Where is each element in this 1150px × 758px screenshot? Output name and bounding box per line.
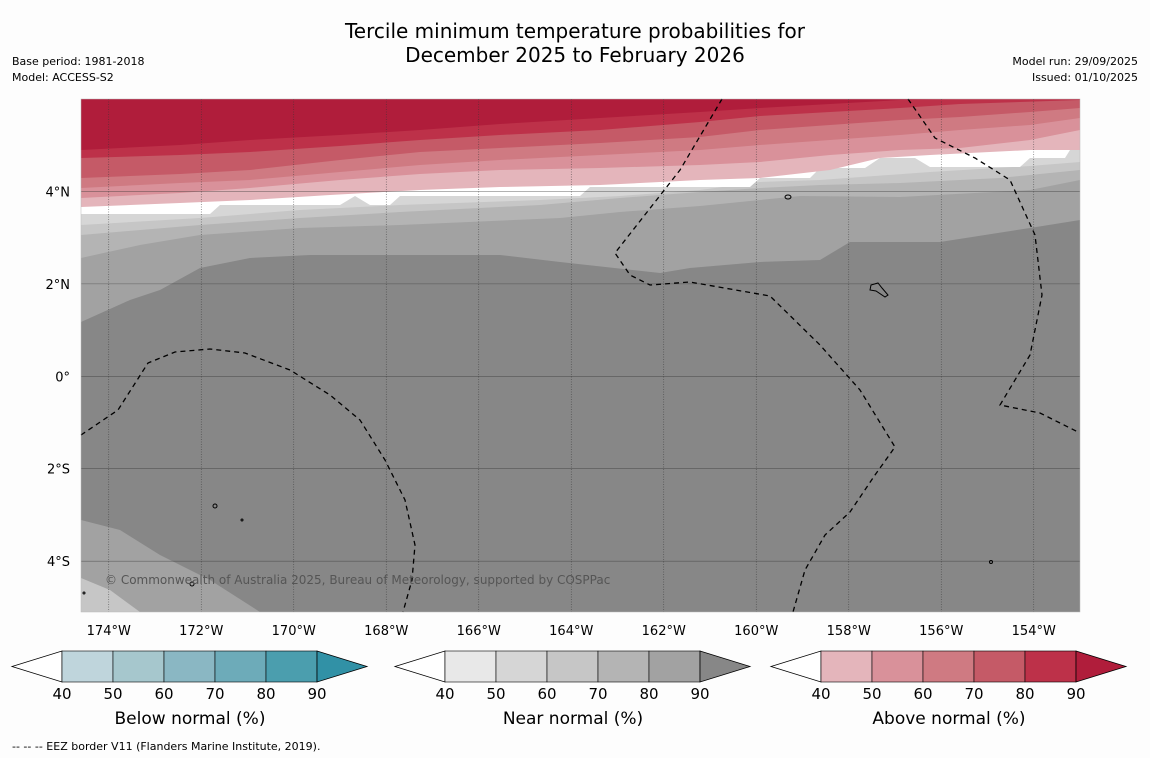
x-axis-ticks: 174°W 172°W 170°W 168°W 166°W 164°W 162°W 160°W… xyxy=(87,624,1056,639)
above-colorbar-segment xyxy=(973,650,1026,683)
below-colorbar-segment xyxy=(112,650,165,683)
near-colorbar-lower-triangle xyxy=(393,650,446,683)
title-line-2: December 2025 to February 2026 xyxy=(405,43,745,67)
below-colorbar-upper-triangle xyxy=(316,650,369,683)
x-tick-label: 170°W xyxy=(272,624,316,639)
below-colorbar-tick: 90 xyxy=(307,685,326,703)
x-tick-label: 174°W xyxy=(87,624,131,639)
near-colorbar-tick: 50 xyxy=(486,685,505,703)
eez-border-central xyxy=(614,98,896,613)
near-colorbar-segment xyxy=(648,650,701,683)
x-tick-label: 166°W xyxy=(457,624,501,639)
x-tick-label: 154°W xyxy=(1012,624,1056,639)
eez-footer-note: -- -- -- EEZ border V11 (Flanders Marine… xyxy=(12,740,321,753)
below-colorbar-tick: 70 xyxy=(205,685,224,703)
island xyxy=(240,518,244,522)
y-tick-label: 2°S xyxy=(47,463,70,478)
above-colorbar-tick: 40 xyxy=(811,685,830,703)
chart-title: Tercile minimum temperature probabilitie… xyxy=(0,19,1150,67)
base-period: Base period: 1981-2018 xyxy=(12,55,145,68)
x-tick-label: 160°W xyxy=(734,624,778,639)
meta-left: Base period: 1981-2018 Model: ACCESS-S2 xyxy=(12,54,144,86)
near-colorbar-tick: 70 xyxy=(588,685,607,703)
y-tick-label: 0° xyxy=(55,370,70,385)
above-colorbar-segment xyxy=(871,650,924,683)
near-colorbar-tick: 40 xyxy=(435,685,454,703)
near-normal-label: Near normal (%) xyxy=(502,709,644,729)
issued-date: Issued: 01/10/2025 xyxy=(1031,71,1138,84)
above-colorbar-upper-triangle xyxy=(1075,650,1128,683)
model-name: Model: ACCESS-S2 xyxy=(12,71,114,84)
island xyxy=(989,560,993,564)
sw-near-80-region xyxy=(81,520,260,612)
sw-near-60-region xyxy=(81,578,140,612)
above-colorbar-lower-triangle xyxy=(769,650,822,683)
below-colorbar-segment xyxy=(214,650,267,683)
island xyxy=(212,503,218,509)
below-normal-label: Below normal (%) xyxy=(114,709,266,729)
island xyxy=(869,282,889,298)
below-colorbar-tick: 60 xyxy=(154,685,173,703)
below-colorbar-segment xyxy=(61,650,114,683)
x-tick-label: 162°W xyxy=(642,624,686,639)
title-line-1: Tercile minimum temperature probabilitie… xyxy=(344,19,806,43)
x-tick-label: 164°W xyxy=(549,624,593,639)
near-colorbar-tick: 60 xyxy=(537,685,556,703)
near-colorbar-tick: 80 xyxy=(639,685,658,703)
near-colorbar-tick: 90 xyxy=(690,685,709,703)
meta-right: Model run: 29/09/2025 Issued: 01/10/2025 xyxy=(1012,54,1138,86)
y-tick-label: 2°N xyxy=(46,278,71,293)
below-colorbar-lower-triangle xyxy=(10,650,63,683)
colorbars: 40 50 60 70 80 90 40 50 60 70 80 90 40 50 60 70 80 90 xyxy=(10,650,1128,703)
eez-border-west xyxy=(80,348,416,613)
island xyxy=(784,194,792,200)
x-tick-label: 158°W xyxy=(827,624,871,639)
x-tick-label: 156°W xyxy=(919,624,963,639)
map-frame xyxy=(80,98,1081,613)
near-colorbar-segment xyxy=(597,650,650,683)
island xyxy=(82,591,86,595)
eez-borders xyxy=(80,98,1079,613)
below-colorbar-tick: 40 xyxy=(52,685,71,703)
y-axis-ticks: 4°N 2°N 0° 2°S 4°S xyxy=(46,185,71,570)
x-tick-label: 172°W xyxy=(179,624,223,639)
map-fill xyxy=(81,99,1080,612)
below-colorbar-tick: 80 xyxy=(256,685,275,703)
x-tick-label: 168°W xyxy=(364,624,408,639)
below-colorbar-segment xyxy=(163,650,216,683)
near-colorbar-segment xyxy=(495,650,548,683)
above-colorbar-tick: 60 xyxy=(913,685,932,703)
copyright-text: © Commonwealth of Australia 2025, Bureau… xyxy=(105,573,610,587)
above-colorbar-tick: 50 xyxy=(862,685,881,703)
above-normal-label: Above normal (%) xyxy=(872,709,1026,729)
near-colorbar-upper-triangle xyxy=(699,650,752,683)
above-colorbar-tick: 70 xyxy=(964,685,983,703)
above-90-region xyxy=(81,99,1080,150)
graticule xyxy=(81,99,1080,612)
islands xyxy=(82,194,993,595)
y-tick-label: 4°S xyxy=(47,555,70,570)
above-colorbar-segment xyxy=(922,650,975,683)
island xyxy=(189,581,195,587)
above-colorbar-tick: 90 xyxy=(1066,685,1085,703)
below-colorbar-tick: 50 xyxy=(103,685,122,703)
below-colorbar-segment xyxy=(265,650,318,683)
model-run: Model run: 29/09/2025 xyxy=(1012,55,1138,68)
y-tick-label: 4°N xyxy=(46,185,71,200)
above-colorbar-tick: 80 xyxy=(1015,685,1034,703)
above-colorbar-segment xyxy=(820,650,873,683)
near-colorbar-segment xyxy=(444,650,497,683)
above-colorbar-segment xyxy=(1024,650,1077,683)
near-colorbar-segment xyxy=(546,650,599,683)
